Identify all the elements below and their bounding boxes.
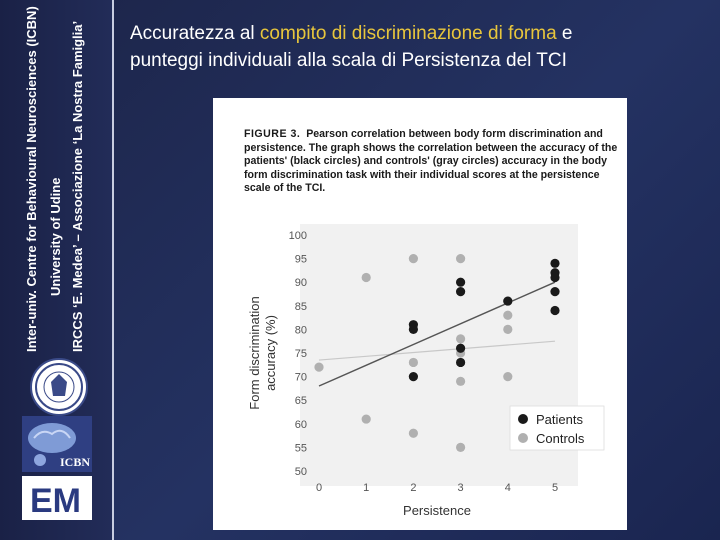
figure-caption: FIGURE 3. Pearson correlation between bo…: [244, 128, 620, 196]
y-tick-label: 100: [289, 230, 307, 242]
slide-title: Accuratezza al compito di discriminazion…: [130, 20, 710, 74]
sidebar-irccs: IRCCS ‘E. Medea’ – Associazione ‘La Nost…: [70, 20, 85, 352]
data-point-controls: [456, 334, 466, 344]
y-tick-label: 90: [295, 277, 307, 289]
em-logo: EM: [22, 476, 92, 520]
y-axis-label-line2: accuracy (%): [263, 315, 278, 391]
data-point-patients: [503, 296, 513, 306]
title-part1: Accuratezza al: [130, 23, 260, 44]
scatter-chart: 50 55 60 65 70 75 80 85 90 95 100 0 1 2 3 4 5 Persistence…: [247, 230, 605, 518]
data-point-controls: [456, 254, 466, 264]
legend-marker-controls: [518, 433, 528, 443]
y-axis-label-line1: Form discrimination: [247, 296, 262, 409]
data-point-patients: [456, 357, 466, 368]
y-tick-label: 65: [295, 395, 307, 407]
data-point-controls: [408, 357, 418, 368]
legend-box: [509, 405, 605, 451]
data-point-controls: [456, 376, 466, 386]
y-tick-label: 70: [295, 372, 307, 384]
title-highlight: compito di discriminazione di forma: [259, 23, 557, 44]
y-tick-label: 60: [295, 419, 307, 431]
data-point-patients: [456, 287, 466, 297]
x-axis-label: Persistence: [403, 503, 471, 518]
icbn-logo: ICBN: [22, 416, 92, 472]
data-point-patients: [550, 287, 560, 297]
sidebar-centre-name: Inter-univ. Centre for Behavioural Neuro…: [24, 6, 39, 352]
data-point-patients: [550, 258, 560, 268]
data-point-controls: [408, 428, 418, 438]
y-tick-label: 80: [295, 324, 307, 336]
data-point-patients: [408, 324, 418, 334]
trend-line-patients: [318, 281, 556, 387]
icbn-logo-text: ICBN: [60, 455, 90, 469]
y-tick-label: 85: [295, 301, 307, 313]
x-tick-label: 4: [505, 482, 511, 494]
legend-label-controls: Controls: [536, 431, 585, 446]
figure-caption-text: Pearson correlation between body form di…: [244, 128, 618, 194]
data-point-controls: [361, 414, 371, 424]
y-tick-label: 55: [295, 442, 307, 454]
data-point-patients: [456, 343, 466, 353]
y-tick-label: 50: [295, 466, 307, 478]
sidebar: Inter-univ. Centre for Behavioural Neuro…: [0, 0, 112, 540]
trend-line-controls: [318, 340, 556, 361]
data-point-patients: [550, 272, 560, 283]
data-point-patients: [408, 372, 418, 382]
data-point-controls: [456, 442, 466, 452]
y-tick-label: 75: [295, 348, 307, 360]
sidebar-university: University of Udine: [48, 177, 63, 296]
legend-marker-patients: [518, 414, 528, 424]
data-point-controls: [314, 362, 324, 372]
data-point-patients: [550, 305, 560, 316]
sidebar-divider: [112, 0, 114, 540]
x-tick-label: 3: [458, 482, 464, 494]
university-seal-logo: [30, 358, 88, 416]
legend-label-patients: Patients: [536, 412, 583, 427]
figure-label: FIGURE 3.: [244, 128, 301, 140]
data-point-controls: [361, 272, 371, 283]
x-tick-label: 5: [552, 482, 558, 494]
data-point-controls: [503, 324, 513, 334]
data-point-controls: [503, 310, 513, 320]
em-logo-text: EM: [30, 482, 81, 520]
y-tick-label: 95: [295, 254, 307, 266]
x-tick-label: 0: [316, 482, 322, 494]
x-tick-label: 2: [410, 482, 416, 494]
title-line2: punteggi individuali alla scala di Persi…: [130, 50, 567, 71]
data-point-patients: [456, 277, 466, 287]
title-part2: e: [556, 23, 573, 44]
x-tick-label: 1: [363, 482, 369, 494]
data-point-controls: [408, 254, 418, 264]
data-point-controls: [503, 372, 513, 382]
